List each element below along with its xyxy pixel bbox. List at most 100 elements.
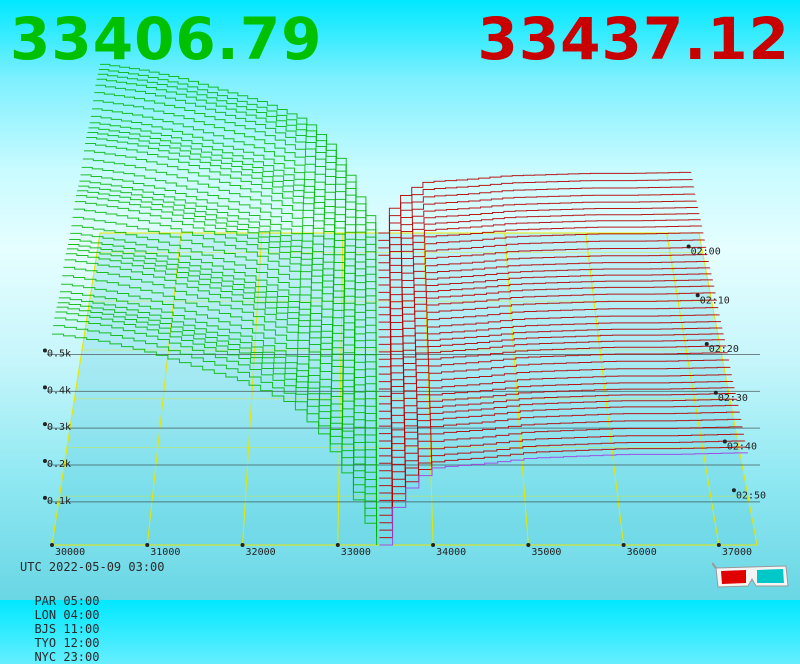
x-tick-label: 36000 — [627, 547, 657, 558]
depth-tick-mark — [42, 495, 47, 500]
time-tick-label: 02:00 — [691, 247, 721, 258]
bid-depth-line — [79, 180, 377, 367]
time-tick-label: 02:20 — [709, 344, 739, 355]
3d-glasses-icon[interactable] — [712, 560, 792, 594]
ask-depth-line — [378, 285, 715, 360]
time-tick-mark — [704, 342, 709, 346]
bid-depth-line — [68, 243, 377, 441]
bid-depth-line — [81, 166, 377, 352]
ask-depth-line — [378, 239, 705, 308]
ask-depth-line — [378, 273, 712, 345]
time-tick-mark — [731, 488, 736, 493]
x-tick-mark — [240, 543, 245, 547]
bid-depth-line — [82, 158, 377, 345]
city-time-par: PAR 05:00 — [34, 594, 100, 608]
ask-depth-line — [378, 186, 695, 249]
bid-depth-line — [86, 136, 377, 323]
ask-depth-line — [378, 219, 701, 286]
ask-depth-line — [378, 279, 713, 353]
bid-depth-line — [87, 131, 377, 315]
bid-depth-line — [61, 283, 377, 486]
x-tick-label: 35000 — [531, 547, 561, 558]
ask-price: 33437.12 — [477, 5, 790, 73]
x-tick-mark — [50, 543, 54, 547]
ask-depth-line — [378, 171, 692, 234]
bid-depth-line — [98, 69, 377, 241]
bid-depth-line — [60, 291, 377, 493]
bid-depth-line — [70, 232, 377, 427]
ask-depth-line — [379, 411, 740, 501]
bid-depth-line — [89, 122, 377, 300]
ask-depth-line — [379, 452, 748, 546]
depth-tick-mark — [42, 348, 47, 353]
bid-depth-line — [84, 150, 377, 337]
ask-depth-line — [378, 200, 697, 264]
time-tick-mark — [722, 439, 727, 444]
bid-depth-line — [94, 92, 377, 271]
bid-price: 33406.79 — [10, 5, 323, 73]
bid-depth-line — [57, 302, 377, 508]
x-tick-mark — [335, 543, 340, 547]
depth-tick-label: 0.5k — [47, 348, 71, 359]
bid-depth-line — [92, 108, 377, 285]
city-time-nyc: NYC 23:00 — [34, 650, 100, 664]
ask-series — [378, 171, 748, 546]
ask-depth-line — [378, 193, 696, 256]
bid-depth-line — [78, 185, 377, 375]
bid-depth-line — [88, 127, 377, 308]
bid-depth-line — [56, 306, 377, 516]
time-tick-label: 02:30 — [718, 393, 748, 404]
bid-depth-line — [58, 297, 377, 501]
ask-depth-line — [378, 345, 727, 427]
time-tick-mark — [713, 390, 718, 395]
ask-depth-line — [379, 387, 735, 472]
bid-depth-line — [72, 216, 377, 412]
ask-depth-line — [378, 321, 722, 397]
x-grid-line — [504, 232, 529, 546]
ask-depth-line — [379, 398, 738, 487]
x-tick-label: 34000 — [436, 547, 466, 558]
ask-depth-line — [379, 440, 746, 531]
ask-depth-line — [379, 426, 743, 516]
bid-series — [52, 63, 378, 545]
utc-time: UTC 2022-05-09 03:00 — [20, 560, 165, 574]
bid-depth-line — [64, 259, 377, 464]
bid-depth-line — [74, 201, 377, 397]
ask-depth-line — [378, 261, 709, 331]
city-time-lon: LON 04:00 — [34, 608, 100, 622]
ask-depth-line — [378, 339, 726, 420]
depth-tick-label: 0.4k — [47, 385, 71, 396]
bid-depth-line — [63, 266, 377, 471]
depth-tick-label: 0.3k — [47, 422, 71, 433]
ask-depth-line — [379, 380, 734, 464]
bid-depth-line — [80, 174, 377, 360]
bid-depth-line — [76, 195, 377, 389]
ask-depth-line — [378, 267, 711, 338]
time-tick-mark — [686, 244, 691, 249]
x-tick-label: 32000 — [246, 547, 276, 558]
ask-depth-line — [378, 292, 716, 368]
bid-depth-line — [95, 84, 377, 263]
ask-depth-line — [379, 359, 730, 442]
bid-depth-line — [71, 225, 377, 419]
ask-depth-line — [378, 327, 723, 405]
time-tick-label: 02:50 — [736, 490, 766, 501]
depth-tick-mark — [42, 422, 47, 427]
ask-depth-line — [378, 225, 703, 293]
x-tick-label: 31000 — [150, 547, 180, 558]
city-clocks: PAR 05:00 LON 04:00 BJS 11:00 TYO 12:00 … — [20, 580, 125, 664]
ask-depth-line — [378, 232, 704, 301]
ask-depth-line — [378, 207, 699, 271]
ask-depth-line — [378, 179, 693, 241]
ask-depth-line — [379, 366, 731, 449]
x-tick-label: 33000 — [341, 547, 371, 558]
ask-depth-line — [378, 254, 708, 323]
ask-depth-line — [378, 314, 720, 390]
bid-depth-line — [52, 333, 378, 545]
ask-depth-line — [378, 213, 700, 279]
x-tick-label: 37000 — [722, 547, 752, 558]
x-tick-mark — [526, 543, 531, 547]
bid-depth-line — [90, 115, 377, 293]
ask-depth-line — [378, 307, 719, 383]
ask-depth-line — [379, 393, 736, 479]
